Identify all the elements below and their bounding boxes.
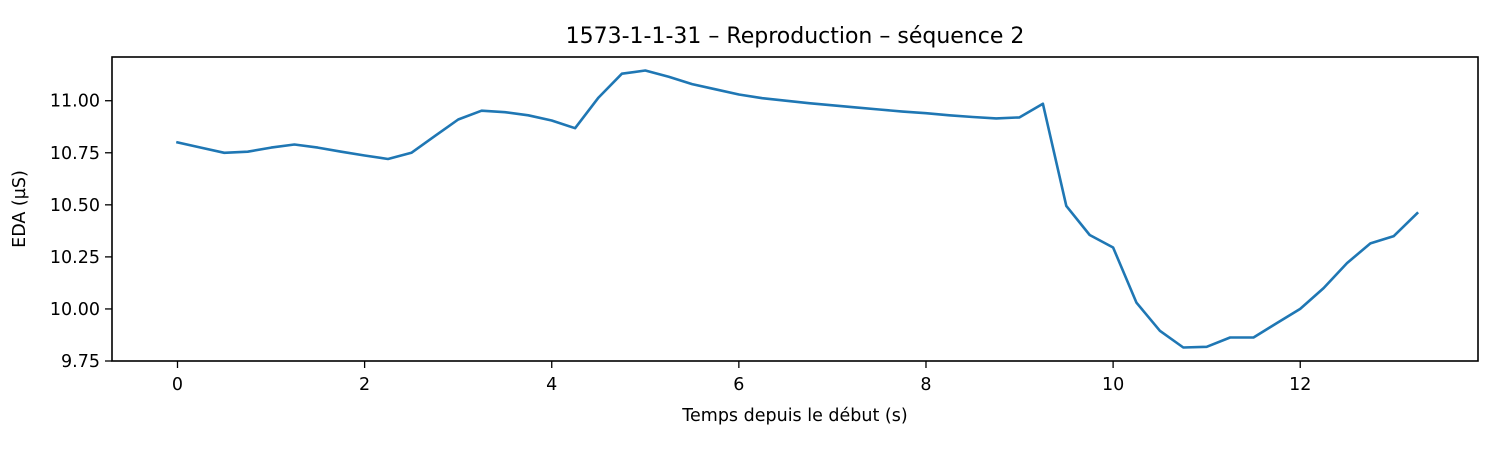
x-tick-label: 0	[172, 375, 183, 395]
y-tick-label: 10.25	[50, 248, 100, 268]
plot-area	[175, 69, 1420, 349]
x-axis-label: Temps depuis le début (s)	[681, 406, 907, 426]
chart-title: 1573-1-1-31 – Reproduction – séquence 2	[566, 24, 1025, 49]
y-tick-label: 10.00	[50, 300, 100, 320]
x-tick-label: 8	[920, 375, 931, 395]
plot-frame	[111, 56, 1479, 362]
x-tick-label: 10	[1102, 375, 1124, 395]
x-tick-label: 12	[1289, 375, 1311, 395]
y-tick-label: 11.00	[50, 92, 100, 112]
x-tick-label: 6	[733, 375, 744, 395]
y-tick-label: 10.50	[50, 196, 100, 216]
eda-series-line	[175, 69, 1420, 349]
x-axis-ticks: 0 2 4 6 8 10 12	[172, 361, 1311, 395]
y-tick-label: 9.75	[61, 352, 100, 372]
x-tick-label: 2	[359, 375, 370, 395]
y-tick-label: 10.75	[50, 144, 100, 164]
y-axis-label: EDA (µS)	[10, 170, 30, 248]
y-axis-ticks: 9.75 10.00 10.25 10.50 10.75 11.00	[50, 92, 112, 372]
x-tick-label: 4	[546, 375, 557, 395]
